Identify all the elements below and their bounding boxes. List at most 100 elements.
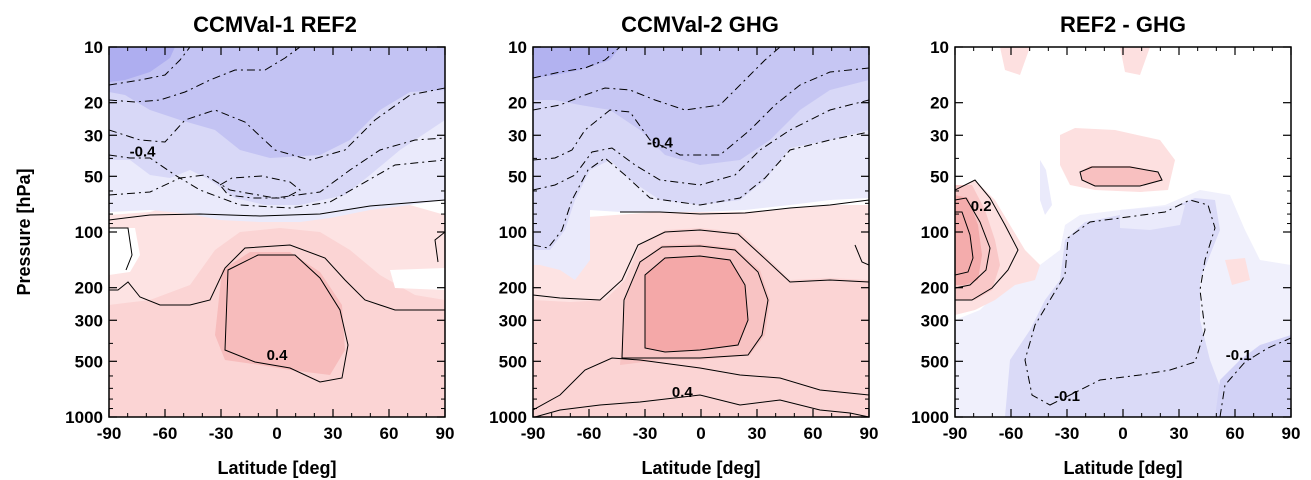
panel-1-contour-line [109, 244, 445, 311]
y-tick-label: 20 [508, 94, 527, 113]
x-tick-label: -30 [633, 424, 658, 443]
panel-1-contour-line [109, 199, 445, 221]
y-tick-label: 50 [930, 167, 949, 186]
panel-2-contour-line [621, 245, 769, 359]
panel-1-contour-line-dashed [219, 175, 301, 199]
x-tick-label: 90 [860, 424, 879, 443]
contour-label: 0.2 [971, 198, 992, 215]
panel-2-contour-line-dashed [533, 47, 781, 111]
x-tick-label: 0 [696, 424, 705, 443]
y-tick-label: 10 [508, 38, 527, 57]
x-tick-label: 30 [748, 424, 767, 443]
x-tick-label: -60 [153, 424, 178, 443]
y-tick-label: 20 [84, 94, 103, 113]
y-tick-label: 10 [930, 38, 949, 57]
y-tick-label: 100 [75, 223, 103, 242]
y-tick-label: 300 [921, 311, 949, 330]
x-tick-label: 90 [436, 424, 455, 443]
panel-3-positive-weak [1000, 47, 1030, 75]
panel-2-ticks: -90 -60 -30 0 30 60 90 10 20 30 50 100 200 300 500 1000 [489, 38, 878, 443]
panel-1-contour-labels: -0.4 0.4 [130, 143, 289, 364]
panel-2-negative-core [533, 47, 620, 78]
panel-2-contour-line-dashed [533, 47, 621, 79]
panel-3-positive-weak [1225, 258, 1250, 285]
panel-1-field [109, 47, 445, 417]
y-tick-label: 200 [75, 279, 103, 298]
panel-3-positive-mid [1080, 166, 1162, 186]
x-tick-label: -90 [97, 424, 122, 443]
panel-1-contour-line [109, 227, 445, 271]
panel-2-field [533, 47, 869, 417]
x-tick-label: 30 [324, 424, 343, 443]
panel-1-contour-line-dashed [109, 47, 191, 86]
panel-3-x-axis-label: Latitude [deg] [1064, 458, 1183, 478]
contour-label: -0.4 [647, 134, 674, 151]
y-tick-label: 300 [499, 311, 527, 330]
y-tick-label: 1000 [489, 408, 527, 427]
y-tick-label: 1000 [911, 408, 949, 427]
y-tick-label: 300 [75, 311, 103, 330]
y-tick-label: 500 [499, 352, 527, 371]
y-tick-label: 100 [499, 223, 527, 242]
y-tick-label: 200 [499, 279, 527, 298]
panel-2-x-axis-label: Latitude [deg] [642, 458, 761, 478]
panel-2-contour-line-dashed [533, 131, 869, 249]
panel-3: REF2 - GHG [911, 12, 1300, 478]
panel-2-contour-line [644, 255, 749, 353]
x-tick-label: 0 [1118, 424, 1127, 443]
panel-3-contour-line [955, 197, 991, 289]
contour-label: 0.4 [267, 347, 289, 364]
panel-1-title: CCMVal-1 REF2 [193, 12, 357, 37]
panel-1-x-axis-label: Latitude [deg] [218, 458, 337, 478]
x-tick-label: -90 [521, 424, 546, 443]
panel-3-contour-line [955, 179, 1019, 301]
panel-3-contour-line [1079, 166, 1163, 187]
x-tick-label: 60 [804, 424, 823, 443]
panel-2-title: CCMVal-2 GHG [621, 12, 779, 37]
panel-2-negative-strong [533, 47, 869, 165]
panel-1-y-axis-label: Pressure [hPa] [14, 168, 34, 295]
panel-3-contour-line-dashed [1024, 199, 1216, 406]
panel-1-white-zone [390, 268, 445, 290]
x-tick-label: 90 [1282, 424, 1301, 443]
panel-2-contour-line [534, 394, 869, 417]
panel-1-negative-core [109, 47, 175, 82]
panel-3-negative-small [1040, 160, 1052, 215]
contour-label: -0.1 [1054, 388, 1080, 405]
panel-3-negative-mid [1005, 198, 1230, 417]
y-tick-label: 100 [921, 223, 949, 242]
y-tick-label: 500 [921, 352, 949, 371]
contour-label: -0.4 [130, 143, 157, 160]
panel-2-positive-core [645, 256, 748, 352]
panel-3-negative-mid [1215, 335, 1291, 417]
y-tick-label: 500 [75, 352, 103, 371]
panel-1-positive-strong [215, 252, 345, 375]
x-tick-label: 60 [1226, 424, 1245, 443]
y-tick-label: 30 [84, 126, 103, 145]
panel-3-positive-strong [955, 195, 982, 285]
panel-2-contour-line-dashed [533, 67, 869, 161]
x-tick-label: -90 [943, 424, 968, 443]
y-tick-label: 30 [508, 126, 527, 145]
panel-3-contour-labels: 0.2 -0.1 -0.1 [971, 198, 1252, 405]
panel-1-negative-strong [109, 47, 445, 158]
panel-1-white-zone [109, 228, 140, 275]
x-tick-label: 0 [272, 424, 281, 443]
x-tick-label: 60 [380, 424, 399, 443]
x-tick-label: -30 [1055, 424, 1080, 443]
panel-2-contour-line [620, 199, 869, 215]
panel-2-contour-line [533, 229, 869, 301]
panel-1: CCMVal-1 REF2 [14, 12, 454, 478]
y-tick-label: 30 [930, 126, 949, 145]
x-tick-label: 30 [1170, 424, 1189, 443]
panel-2-contour-line [854, 244, 869, 266]
x-tick-label: -60 [999, 424, 1024, 443]
panel-3-contour-line [955, 211, 974, 276]
panel-1-contour-line [224, 254, 349, 383]
panel-2-contour-line [533, 357, 869, 411]
panel-3-contour-line-dashed [1219, 337, 1291, 417]
x-tick-label: -60 [577, 424, 602, 443]
y-tick-label: 200 [921, 279, 949, 298]
panel-1-ticks: -90 -60 -30 0 30 60 90 10 20 30 50 100 200 300 500 1000 [65, 38, 454, 443]
